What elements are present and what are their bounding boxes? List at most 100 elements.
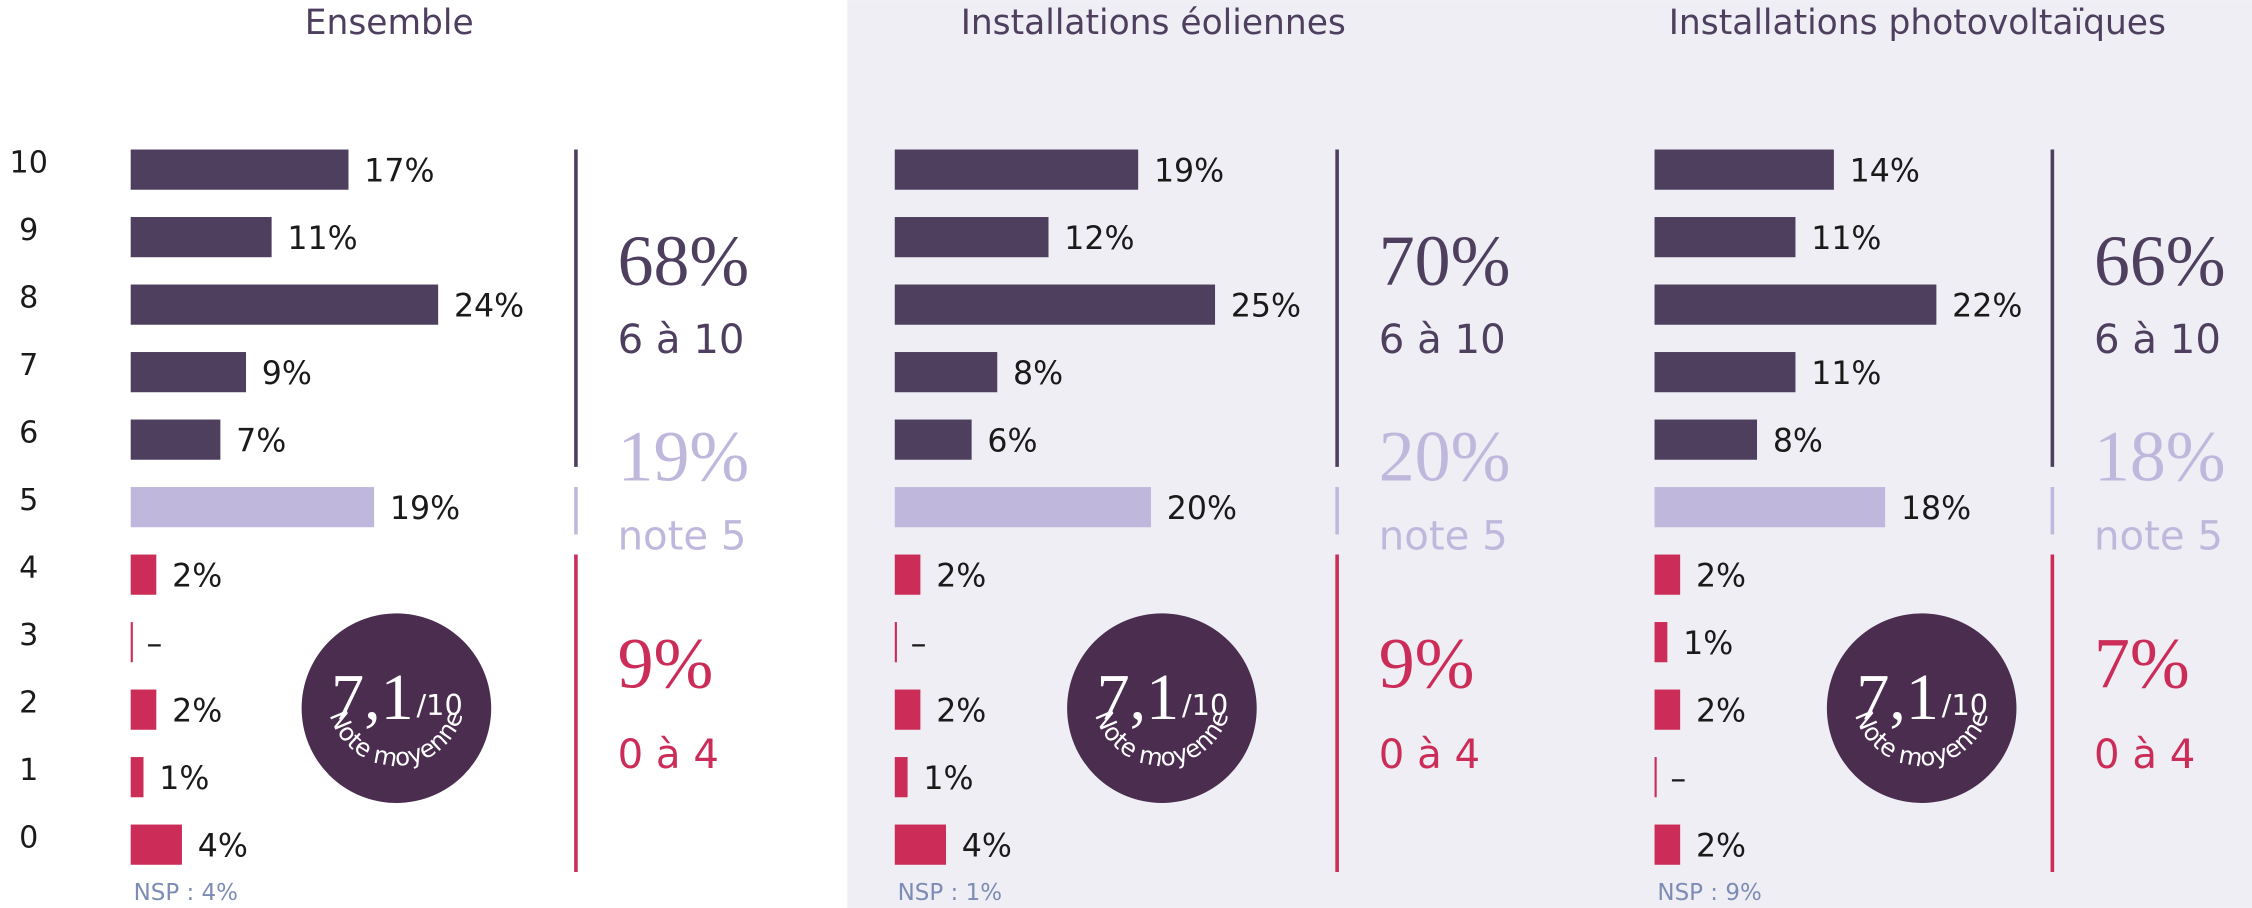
group-caption: note 5	[1379, 514, 1508, 560]
bar	[1654, 487, 1886, 528]
value-label: 22%	[1952, 289, 2022, 325]
group-caption: note 5	[618, 514, 747, 560]
group-total: 68%	[618, 221, 750, 301]
average-scale: /10	[417, 688, 463, 722]
bar	[130, 689, 157, 730]
value-label: 7%	[236, 424, 286, 460]
value-label: 1%	[923, 761, 973, 797]
value-label: 8%	[1773, 424, 1823, 460]
bar	[894, 419, 972, 460]
group-total: 19%	[618, 417, 750, 497]
value-label: 20%	[1167, 491, 1237, 527]
category-label: 10	[10, 145, 48, 180]
value-label: 17%	[364, 154, 434, 190]
average-scale: /10	[1942, 688, 1988, 722]
value-label: 19%	[1154, 154, 1224, 190]
value-label: 9%	[262, 356, 312, 392]
value-label: 11%	[1811, 221, 1881, 257]
note: NSP : 1%	[898, 880, 1002, 906]
chart-title: Ensemble	[305, 3, 474, 43]
bar	[130, 284, 439, 325]
value-label: 2%	[936, 694, 986, 730]
value-label: 6%	[987, 424, 1037, 460]
category-label: 6	[19, 415, 38, 450]
chart-title: Installations photovoltaïques	[1669, 3, 2166, 43]
bar	[1654, 217, 1796, 258]
value-label: 4%	[962, 829, 1012, 865]
group-caption: 0 à 4	[1379, 732, 1480, 778]
bar	[1654, 824, 1681, 865]
group-caption: note 5	[2094, 514, 2223, 560]
bar	[894, 757, 908, 798]
bar	[130, 622, 133, 663]
value-label: 1%	[1683, 626, 1733, 662]
bar	[894, 824, 947, 865]
value-label: 1%	[159, 761, 209, 797]
bar	[894, 217, 1049, 258]
value-label: 25%	[1231, 289, 1301, 325]
average-badge	[1067, 613, 1257, 804]
value-label: 14%	[1850, 154, 1920, 190]
bar	[130, 554, 157, 595]
group-caption: 6 à 10	[1379, 317, 1506, 363]
bar	[894, 689, 921, 730]
value-label: 11%	[287, 221, 357, 257]
group-total: 66%	[2094, 221, 2226, 301]
group-caption: 6 à 10	[618, 317, 745, 363]
value-label: 2%	[172, 694, 222, 730]
bar	[130, 217, 272, 258]
value-label: –	[146, 626, 162, 662]
bar	[130, 824, 182, 865]
group-total: 20%	[1379, 417, 1511, 497]
bar	[894, 622, 897, 663]
bar	[130, 149, 349, 190]
value-label: 2%	[172, 559, 222, 595]
value-label: 24%	[454, 289, 524, 325]
value-label: 18%	[1901, 491, 1971, 527]
bar	[894, 487, 1151, 528]
bar	[894, 149, 1139, 190]
value-label: 12%	[1064, 221, 1134, 257]
bar	[1654, 689, 1681, 730]
note: NSP : 4%	[134, 880, 238, 906]
group-caption: 0 à 4	[2094, 732, 2195, 778]
value-label: 19%	[390, 491, 460, 527]
group-total: 9%	[618, 623, 714, 703]
note: NSP : 9%	[1657, 880, 1761, 906]
category-label: 3	[19, 618, 38, 653]
bar	[1654, 284, 1937, 325]
chart-title: Installations éoliennes	[961, 3, 1346, 43]
bar	[1654, 419, 1758, 460]
bar	[894, 352, 998, 393]
bar	[1654, 554, 1681, 595]
bar	[130, 757, 144, 798]
bar	[130, 352, 246, 393]
category-label: 5	[19, 483, 38, 518]
category-label: 8	[19, 280, 38, 315]
bar	[894, 554, 921, 595]
bar	[1654, 352, 1796, 393]
category-label: 1	[19, 753, 38, 788]
group-total: 18%	[2094, 417, 2226, 497]
group-caption: 6 à 10	[2094, 317, 2221, 363]
value-label: 11%	[1811, 356, 1881, 392]
group-total: 7%	[2094, 623, 2190, 703]
category-label: 4	[19, 550, 38, 585]
category-label: 7	[19, 348, 38, 383]
value-label: 2%	[1696, 559, 1746, 595]
average-scale: /10	[1182, 688, 1228, 722]
average-badge	[301, 613, 492, 804]
average-value: 7,1	[1097, 661, 1180, 734]
average-value: 7,1	[331, 661, 414, 734]
panel-background	[847, 0, 2252, 908]
value-label: 8%	[1013, 356, 1063, 392]
group-total: 9%	[1379, 623, 1475, 703]
value-label: 4%	[198, 829, 248, 865]
value-label: –	[1670, 761, 1686, 797]
average-badge	[1826, 613, 2017, 804]
category-label: 2	[19, 685, 38, 720]
bar	[1654, 757, 1657, 798]
bar	[1654, 149, 1834, 190]
